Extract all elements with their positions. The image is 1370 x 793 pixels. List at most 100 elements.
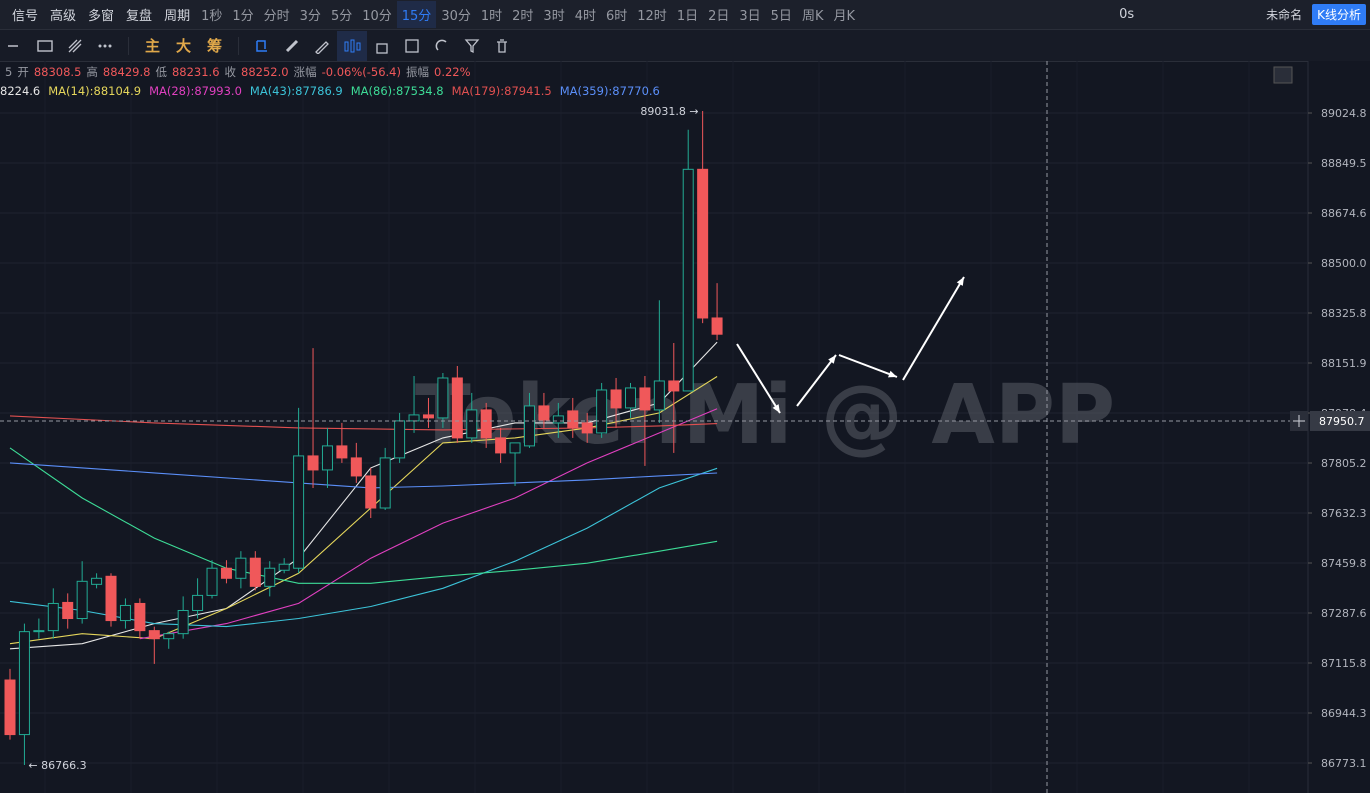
candle-body (495, 437, 507, 454)
period-button[interactable]: 1分 (232, 9, 254, 24)
candle-body (4, 679, 16, 736)
candle-body (394, 420, 406, 459)
period-button[interactable]: 1秒 (201, 9, 223, 24)
analysis-button[interactable]: K线分析 (1312, 4, 1366, 25)
indicator-button[interactable]: 大 (176, 37, 192, 55)
period-button[interactable]: 2时 (512, 9, 534, 24)
y-tick-label: 88674.6 (1321, 207, 1367, 220)
period-button[interactable]: 12时 (637, 9, 667, 24)
period-button[interactable]: 分时 (263, 9, 290, 24)
candle-body (379, 457, 391, 509)
rect-tool[interactable] (30, 31, 60, 61)
toolbar-button[interactable]: 信号 (12, 9, 39, 24)
period-button[interactable]: 1日 (676, 9, 699, 24)
candle-body (336, 445, 348, 459)
note-tool[interactable] (397, 31, 427, 61)
candle-body (711, 317, 723, 335)
candle-body (307, 455, 319, 471)
candle-body (321, 445, 333, 471)
candle-body (76, 580, 88, 620)
indicator-buttons: 主大筹 (137, 35, 230, 56)
candle-body (264, 567, 276, 587)
lock-tool[interactable] (367, 31, 397, 61)
toolbar-button[interactable]: 复盘 (126, 9, 153, 24)
fib-tool[interactable] (60, 31, 90, 61)
period-button[interactable]: 2日 (708, 9, 730, 24)
delete-tool[interactable] (487, 31, 517, 61)
filter-tool[interactable] (457, 31, 487, 61)
candle-body (148, 630, 160, 640)
select-tool[interactable] (247, 31, 277, 61)
info-label: 收 (225, 65, 237, 79)
period-button[interactable]: 5日 (770, 9, 792, 24)
y-tick-label: 87287.6 (1321, 607, 1367, 620)
candle-body (437, 377, 449, 419)
magnet-tool[interactable] (427, 31, 457, 61)
drawn-arrow (796, 354, 837, 407)
y-tick-label: 87632.3 (1321, 507, 1367, 520)
candle-body (206, 567, 218, 596)
toolbar-button[interactable]: 周期 (164, 9, 191, 24)
toolbar-button[interactable]: 高级 (50, 9, 77, 24)
candle-body (293, 455, 305, 569)
y-tick-label: 88849.5 (1321, 157, 1367, 170)
ma-legend: 8224.6 MA(14):88104.9 MA(28):87993.0 MA(43)… (0, 84, 660, 98)
ohlc-info: 5 开 88308.5 高 88429.8 低 88231.6 收 88252.0 涨幅 -0.06… (5, 65, 471, 79)
period-button[interactable]: 4时 (574, 9, 596, 24)
period-button[interactable]: 月K (833, 9, 855, 24)
period-button[interactable]: 10分 (362, 9, 392, 24)
candle-body (581, 422, 593, 434)
candle-body (480, 409, 492, 439)
indicator-button[interactable]: 筹 (207, 37, 223, 55)
layout-name[interactable]: 未命名 (1266, 8, 1303, 22)
info-value: 0.22% (434, 65, 471, 79)
y-tick-label: 87805.2 (1321, 457, 1367, 470)
fullscreen-icon (1273, 66, 1293, 84)
candle-body (62, 601, 74, 620)
pen-tool[interactable] (307, 31, 337, 61)
ma-line (9, 462, 718, 489)
period-button[interactable]: 1时 (480, 9, 503, 24)
candle-tool[interactable] (337, 30, 368, 61)
candle-body (668, 380, 680, 392)
period-button[interactable]: 6时 (605, 9, 628, 24)
ma-line (9, 415, 718, 431)
candle-body (278, 563, 290, 571)
ma-legend-item: 8224.6 (0, 84, 40, 98)
indicator-button[interactable]: 主 (145, 37, 161, 55)
more-tool[interactable] (90, 31, 120, 61)
drawn-arrow (902, 276, 965, 381)
ruler-tool[interactable] (277, 31, 307, 61)
period-button[interactable]: 3时 (543, 9, 565, 24)
candle-body (653, 380, 665, 411)
line-tool[interactable] (0, 31, 30, 61)
ma-line (139, 408, 718, 640)
candle-body (33, 630, 45, 633)
chart: 89024.8 88849.5 88674.6 88500.0 88325.8 88151… (0, 61, 1370, 793)
ma-legend-item: MA(86):87534.8 (351, 84, 444, 98)
toolbar-button[interactable]: 多窗 (88, 9, 115, 24)
candle-body (408, 414, 420, 422)
arrow-head (888, 370, 897, 378)
period-button[interactable]: 3分 (299, 9, 321, 24)
ma-legend-item: MA(359):87770.6 (560, 84, 660, 98)
period-button[interactable]: 15分 (396, 1, 437, 28)
y-tick-label: 88325.8 (1321, 307, 1367, 320)
candle-body (177, 609, 189, 635)
period-button[interactable]: 3日 (739, 9, 761, 24)
info-value: 88231.6 (172, 65, 220, 79)
period-button[interactable]: 30分 (441, 9, 471, 24)
candle-body (509, 442, 521, 454)
candle-body (365, 475, 377, 509)
ma-line (9, 447, 718, 584)
period-button[interactable]: 5分 (330, 9, 353, 24)
arrow-head (956, 277, 964, 286)
ma-legend-item: MA(14):88104.9 (48, 84, 141, 98)
crosshair-price-bg (1310, 410, 1370, 431)
crosshair-price: 87950.7 (1319, 415, 1365, 428)
info-value: 88308.5 (34, 65, 82, 79)
info-value: 88252.0 (241, 65, 289, 79)
candle-body (235, 557, 247, 579)
period-button[interactable]: 周K (801, 9, 824, 24)
